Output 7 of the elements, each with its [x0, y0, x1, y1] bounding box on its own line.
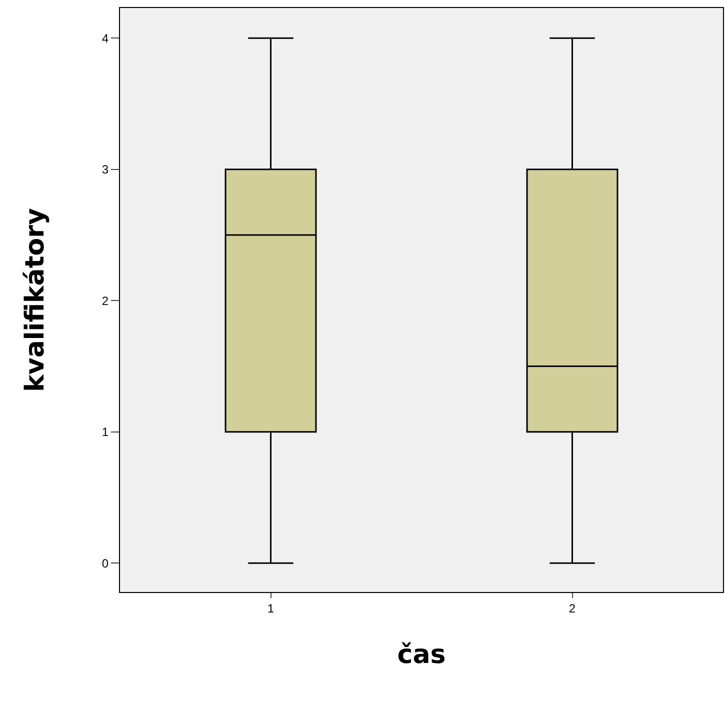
y-axis-title: kvalifikátory: [20, 208, 50, 392]
x-axis-title: čas: [397, 640, 446, 670]
y-tick-label: 3: [102, 162, 109, 177]
y-tick-label: 1: [102, 425, 109, 440]
y-tick-label: 0: [102, 556, 109, 570]
y-tick-label: 4: [102, 31, 109, 46]
y-tick-label: 2: [102, 294, 109, 308]
